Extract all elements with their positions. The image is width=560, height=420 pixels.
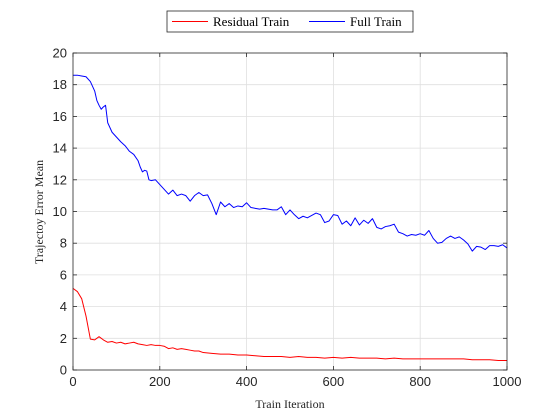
y-tick-label: 18 [53, 77, 67, 92]
y-tick-label: 4 [60, 299, 67, 314]
x-tick-label: 200 [149, 374, 171, 389]
x-tick-label: 0 [69, 374, 76, 389]
legend-box [166, 10, 414, 33]
y-axis-title: Trajectoy Error Mean [32, 160, 46, 264]
y-tick-label: 16 [53, 109, 67, 124]
y-tick-label: 12 [53, 172, 67, 187]
legend-label-residual-train: Residual Train [213, 14, 290, 29]
x-axis-title: Train Iteration [255, 397, 324, 411]
series-line-residual-train [72, 287, 507, 361]
y-tick-label: 6 [60, 267, 67, 282]
legend-label-full-train: Full Train [350, 14, 402, 29]
axis-ticks [72, 52, 508, 371]
tick-labels: 0 200 400 600 800 1000 0 2 4 6 8 10 12 14 16 18 20 [53, 46, 522, 390]
grid-lines [73, 53, 507, 370]
y-tick-label: 8 [60, 236, 67, 251]
x-tick-label: 400 [236, 374, 258, 389]
y-tick-label: 20 [53, 46, 67, 61]
y-tick-label: 2 [60, 331, 67, 346]
legend: Residual Train Full Train [166, 10, 414, 33]
y-tick-label: 14 [53, 141, 67, 156]
y-tick-label: 10 [53, 204, 67, 219]
y-tick-label: 0 [60, 363, 67, 378]
x-tick-label: 600 [323, 374, 345, 389]
x-tick-label: 1000 [493, 374, 522, 389]
x-tick-label: 800 [409, 374, 431, 389]
series-line-full-train [73, 74, 508, 252]
series-layer [72, 74, 508, 361]
